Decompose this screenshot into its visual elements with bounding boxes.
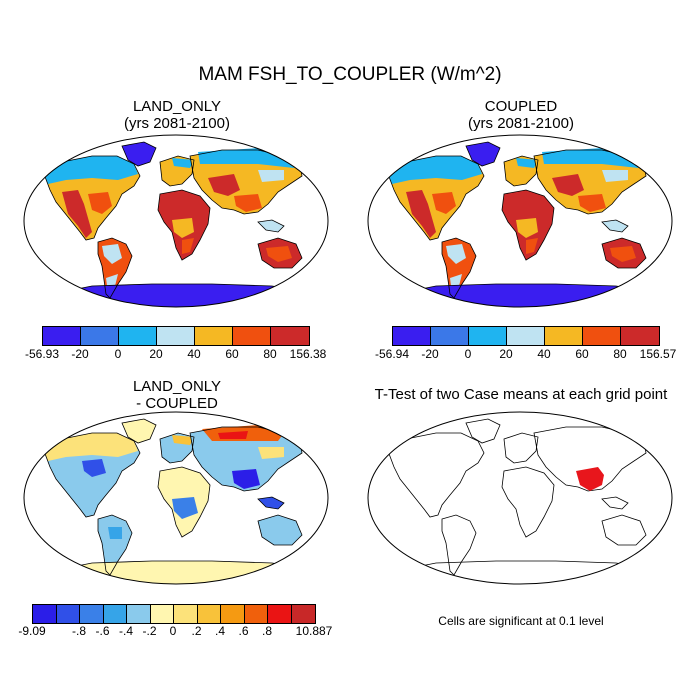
colorbar-swatch — [621, 327, 659, 345]
colorbar-swatch — [233, 327, 271, 345]
map-coupled — [367, 134, 673, 308]
colorbar-swatch — [119, 327, 157, 345]
colorbar-label: 40 — [537, 347, 551, 361]
colorbar-swatch — [469, 327, 507, 345]
significance-note: Cells are significant at 0.1 level — [438, 614, 604, 628]
panel-title-line1: LAND_ONLY — [132, 378, 222, 395]
colorbar-label: 80 — [263, 347, 277, 361]
colorbar-land-only — [42, 326, 310, 346]
colorbar-label: -56.93 — [24, 347, 60, 361]
colorbar-label: .4 — [214, 624, 226, 638]
colorbar-swatch — [81, 327, 119, 345]
colorbar-swatch — [545, 327, 583, 345]
panel-title-line2: (yrs 2081-2100) — [124, 115, 230, 132]
colorbar-label: .8 — [261, 624, 273, 638]
colorbar-swatch — [271, 327, 309, 345]
colorbar-swatch — [174, 605, 198, 623]
colorbar-swatch — [197, 605, 221, 623]
colorbar-label: -20 — [71, 347, 89, 361]
colorbar-difference — [32, 604, 316, 624]
colorbar-label: -.8 — [71, 624, 87, 638]
panel-title-line1: LAND_ONLY — [132, 98, 222, 115]
colorbar-label: -56.94 — [374, 347, 410, 361]
significant-region — [576, 467, 604, 491]
colorbar-swatch — [33, 605, 57, 623]
colorbar-swatch — [80, 605, 104, 623]
colorbar-label: -9.09 — [18, 624, 46, 638]
main-title: MAM FSH_TO_COUPLER (W/m^2) — [198, 64, 502, 85]
colorbar-swatch — [507, 327, 545, 345]
panel-title-line2: - COUPLED — [136, 395, 218, 412]
panel-title-line1: T-Test of two Case means at each grid po… — [374, 386, 668, 403]
colorbar-swatch — [268, 605, 292, 623]
colorbar-labels-difference: -9.09 -.8 -.6 -.4 -.2 0 .2 .4 .6 .8 10.887 — [18, 624, 332, 638]
colorbar-swatch — [56, 605, 80, 623]
colorbar-swatch — [221, 605, 245, 623]
colorbar-swatch — [127, 605, 151, 623]
colorbar-label: 40 — [187, 347, 201, 361]
colorbar-swatch — [195, 327, 233, 345]
colorbar-swatch — [431, 327, 469, 345]
colorbar-label: -.2 — [142, 624, 157, 638]
colorbar-label: 10.887 — [295, 624, 333, 638]
colorbar-labels-coupled: -56.94 -20 0 20 40 60 80 156.57 — [375, 347, 676, 361]
colorbar-label: 60 — [575, 347, 589, 361]
colorbar-swatch — [150, 605, 174, 623]
map-land-only — [23, 134, 329, 308]
panel-title-line2: (yrs 2081-2100) — [468, 115, 574, 132]
colorbar-label: 156.38 — [289, 347, 327, 361]
map-ttest — [367, 411, 673, 585]
panel-title-coupled: COUPLED (yrs 2081-2100) — [368, 98, 674, 132]
colorbar-swatch — [157, 327, 195, 345]
panel-title-land-only: LAND_ONLY (yrs 2081-2100) — [24, 98, 330, 132]
colorbar-label: .6 — [238, 624, 249, 638]
colorbar-label: 80 — [613, 347, 627, 361]
panel-title-difference: LAND_ONLY - COUPLED — [24, 378, 330, 412]
colorbar-swatch — [43, 327, 81, 345]
colorbar-label: 60 — [225, 347, 239, 361]
colorbar-label: -20 — [421, 347, 439, 361]
colorbar-label: 20 — [499, 347, 513, 361]
panel-title-line1: COUPLED — [484, 98, 558, 115]
colorbar-coupled — [392, 326, 660, 346]
colorbar-label: -.6 — [95, 624, 110, 638]
colorbar-label: -.4 — [118, 624, 134, 638]
colorbar-swatch — [244, 605, 268, 623]
colorbar-swatch — [103, 605, 127, 623]
panel-title-ttest: T-Test of two Case means at each grid po… — [356, 386, 686, 403]
colorbar-swatch — [583, 327, 621, 345]
colorbar-label: 0 — [464, 347, 472, 361]
colorbar-label: 156.57 — [639, 347, 677, 361]
colorbar-swatch — [393, 327, 431, 345]
colorbar-label: 20 — [149, 347, 163, 361]
colorbar-labels-land-only: -56.93 -20 0 20 40 60 80 156.38 — [25, 347, 326, 361]
colorbar-label: 0 — [114, 347, 122, 361]
colorbar-label: 0 — [169, 624, 177, 638]
colorbar-swatch — [291, 605, 315, 623]
map-difference — [23, 411, 329, 585]
colorbar-label: .2 — [191, 624, 202, 638]
